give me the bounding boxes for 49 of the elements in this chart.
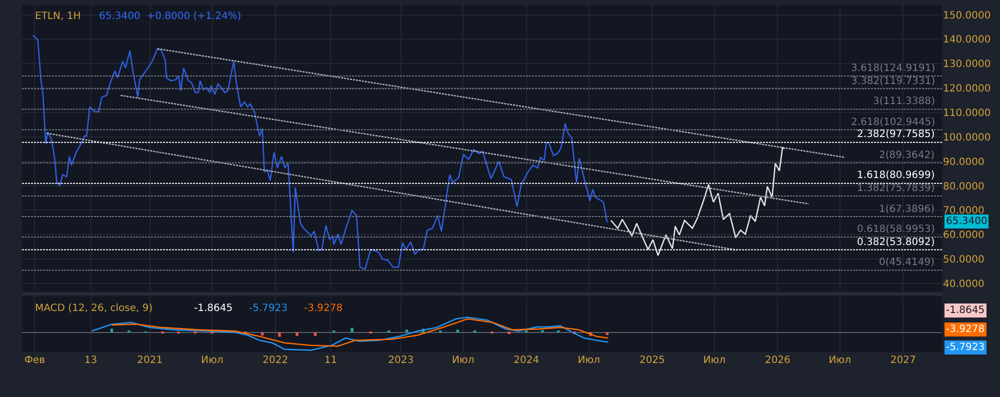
y-tick-label: 90.0000 — [943, 156, 984, 168]
ref-line-label: 1(67.3896) — [879, 204, 935, 215]
annotation: 65.3400 — [946, 216, 988, 227]
ref-line-label: 1.618(80.9699) — [857, 170, 935, 181]
x-tick-label: 2021 — [137, 355, 163, 366]
text: -1.8645 — [194, 303, 233, 314]
x-tick-label: 2024 — [514, 355, 540, 366]
x-tick-label: 2027 — [890, 355, 916, 366]
ref-line-label: 0.618(58.9953) — [857, 224, 935, 235]
x-tick-label: Фев — [24, 355, 46, 366]
chart-title: MACD (12, 26, close, 9) — [35, 303, 153, 314]
ref-line-label: 2.618(102.9445) — [851, 117, 936, 128]
x-tick-label: Июл — [703, 355, 726, 366]
text: -5.7923 — [946, 342, 985, 353]
x-tick-label: 2025 — [639, 355, 665, 366]
y-tick-label: 80.0000 — [943, 181, 984, 192]
y-tick-label: 110.0000 — [943, 108, 991, 119]
x-tick-label: 13 — [84, 355, 98, 366]
ref-line-label: 0.382(53.8092) — [857, 237, 935, 248]
y-tick-label: 100.0000 — [943, 132, 991, 144]
x-tick-label: Июл — [578, 355, 600, 366]
y-tick-label: 120.0000 — [943, 84, 991, 95]
y-tick-label: 40.0000 — [943, 278, 984, 290]
ref-line-label: 3(111.3388) — [873, 96, 935, 107]
x-tick-label: Июл — [828, 355, 852, 366]
ref-line-label: 3.382(119.7331) — [851, 76, 936, 87]
ref-line-label: 0(45.4149) — [879, 257, 935, 268]
text: -5.7923 — [249, 303, 288, 314]
ref-line-label: 2.382(97.7585) — [857, 129, 935, 140]
ref-line-label: 1.382(75.7839) — [857, 183, 935, 194]
text: -1.8645 — [946, 305, 985, 316]
ref-line-label: 2(89.3642) — [879, 150, 935, 161]
ref-line-label: 3.618(124.9191) — [851, 63, 936, 74]
text: -3.9278 — [946, 324, 985, 335]
x-tick-label: Июл — [200, 355, 224, 366]
y-tick-label: 70.0000 — [943, 206, 984, 217]
text: -3.9278 — [304, 303, 343, 314]
text: ETLN, 1H — [35, 11, 81, 22]
y-tick-label: 140.0000 — [943, 34, 991, 46]
y-tick-label: 60.0000 — [943, 230, 984, 242]
x-tick-label: 11 — [324, 355, 338, 366]
x-tick-label: 2022 — [262, 355, 288, 366]
text: 65.3400 +0.8000 (+1.24%) — [99, 11, 242, 22]
y-tick-label: 50.0000 — [943, 254, 984, 266]
x-tick-label: 2023 — [388, 355, 414, 366]
y-tick-label: 130.0000 — [943, 59, 991, 70]
y-tick-label: 150.0000 — [943, 10, 991, 22]
x-tick-label: Июл — [452, 355, 474, 366]
x-tick-label: 2026 — [764, 355, 790, 366]
